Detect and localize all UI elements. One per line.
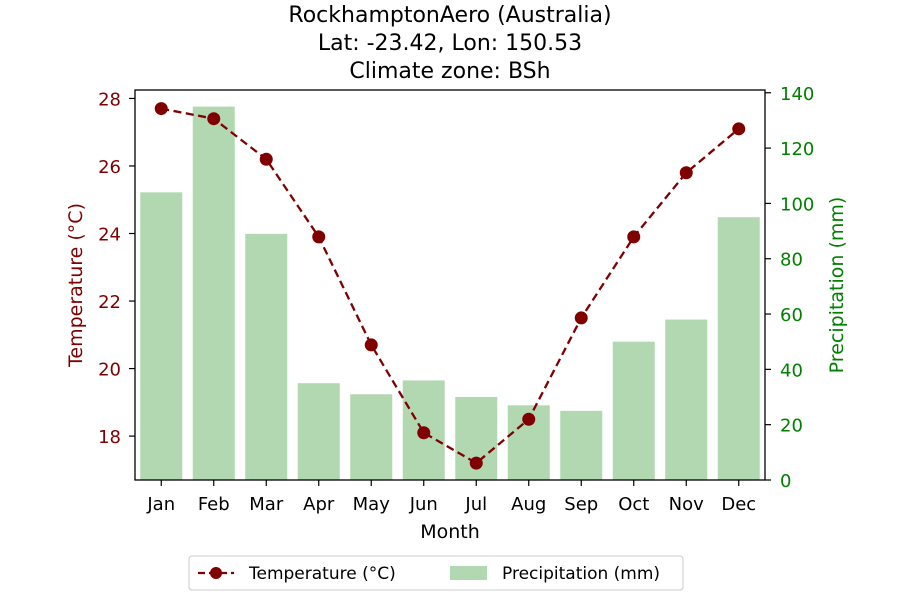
- precipitation-bar-apr: [297, 383, 340, 480]
- legend-box: [188, 555, 684, 591]
- x-tick-label-jun: Jun: [409, 494, 438, 515]
- temperature-line: [161, 107, 740, 465]
- x-tick-label-dec: Dec: [721, 494, 756, 515]
- x-tick-label-may: May: [353, 494, 391, 515]
- precipitation-bar-feb: [192, 106, 235, 481]
- x-axis-label: Month: [420, 521, 480, 543]
- precipitation-tick-label-140: 140: [780, 84, 814, 105]
- x-tick-label-jan: Jan: [146, 494, 175, 515]
- legend-precipitation-label: Precipitation (mm): [502, 564, 660, 584]
- precipitation-axis: 0 20 40 60 80 100 120 140: [765, 84, 814, 492]
- precipitation-axis-label: Precipitation (mm): [826, 197, 848, 374]
- legend-temperature-label: Temperature (°C): [248, 564, 396, 584]
- temperature-tick-label-26: 26: [98, 157, 121, 178]
- temperature-point-jan: [154, 102, 168, 116]
- x-tick-label-oct: Oct: [618, 494, 649, 515]
- temperature-tick-label-20: 20: [98, 360, 121, 381]
- precipitation-tick-label-40: 40: [780, 360, 803, 381]
- chart-title-line-3: Climate zone: BSh: [349, 59, 550, 84]
- x-tick-label-nov: Nov: [669, 494, 704, 515]
- plot-frame: [134, 89, 766, 481]
- x-tick-label-jul: Jul: [464, 494, 487, 515]
- legend: Temperature (°C) Precipitation (mm): [188, 555, 684, 591]
- temperature-tick-label-18: 18: [98, 427, 121, 448]
- precipitation-tick-label-0: 0: [780, 471, 791, 492]
- x-tick-label-mar: Mar: [249, 494, 284, 515]
- x-tick-label-feb: Feb: [198, 494, 230, 515]
- temperature-point-oct: [627, 230, 641, 244]
- temperature-tick-label-28: 28: [98, 89, 121, 110]
- temperature-point-jun: [417, 426, 431, 440]
- precipitation-tick-label-60: 60: [780, 305, 803, 326]
- precipitation-bar-dec: [717, 217, 760, 480]
- precipitation-tick-label-120: 120: [780, 139, 814, 160]
- precipitation-tick-label-100: 100: [780, 194, 814, 215]
- precipitation-bar-oct: [612, 341, 655, 480]
- x-tick-label-apr: Apr: [303, 494, 335, 515]
- precipitation-tick-label-80: 80: [780, 250, 803, 271]
- temperature-line-layer: [154, 102, 746, 470]
- chart-title-line-2: Lat: -23.42, Lon: 150.53: [318, 31, 582, 56]
- temperature-point-aug: [522, 412, 536, 426]
- precipitation-bars: [140, 106, 760, 481]
- chart-title-line-1: RockhamptonAero (Australia): [288, 3, 611, 28]
- temperature-point-feb: [207, 112, 221, 126]
- precipitation-bar-nov: [665, 319, 708, 480]
- legend-temperature-marker: [210, 567, 222, 579]
- temperature-tick-label-22: 22: [98, 292, 121, 313]
- precipitation-bar-mar: [245, 233, 288, 480]
- x-tick-label-sep: Sep: [564, 494, 598, 515]
- temperature-point-sep: [574, 311, 588, 325]
- x-axis: Jan Feb Mar Apr May Jun Jul Aug Sep Oct Nov Dec: [146, 480, 756, 515]
- legend-precipitation-swatch: [450, 566, 487, 580]
- temperature-point-jul: [469, 456, 483, 470]
- temperature-axis-label: Temperature (°C): [65, 203, 87, 368]
- precipitation-bar-may: [350, 394, 393, 480]
- temperature-point-may: [364, 338, 378, 352]
- x-tick-label-aug: Aug: [511, 494, 546, 515]
- temperature-axis: 18 20 22 24 26 28: [98, 89, 135, 448]
- temperature-point-mar: [259, 152, 273, 166]
- precipitation-tick-label-20: 20: [780, 416, 803, 437]
- precipitation-bar-sep: [560, 410, 603, 480]
- temperature-point-dec: [732, 122, 746, 136]
- temperature-point-apr: [312, 230, 326, 244]
- temperature-tick-label-24: 24: [98, 225, 121, 246]
- temperature-point-nov: [679, 166, 693, 180]
- precipitation-bar-jan: [140, 192, 183, 480]
